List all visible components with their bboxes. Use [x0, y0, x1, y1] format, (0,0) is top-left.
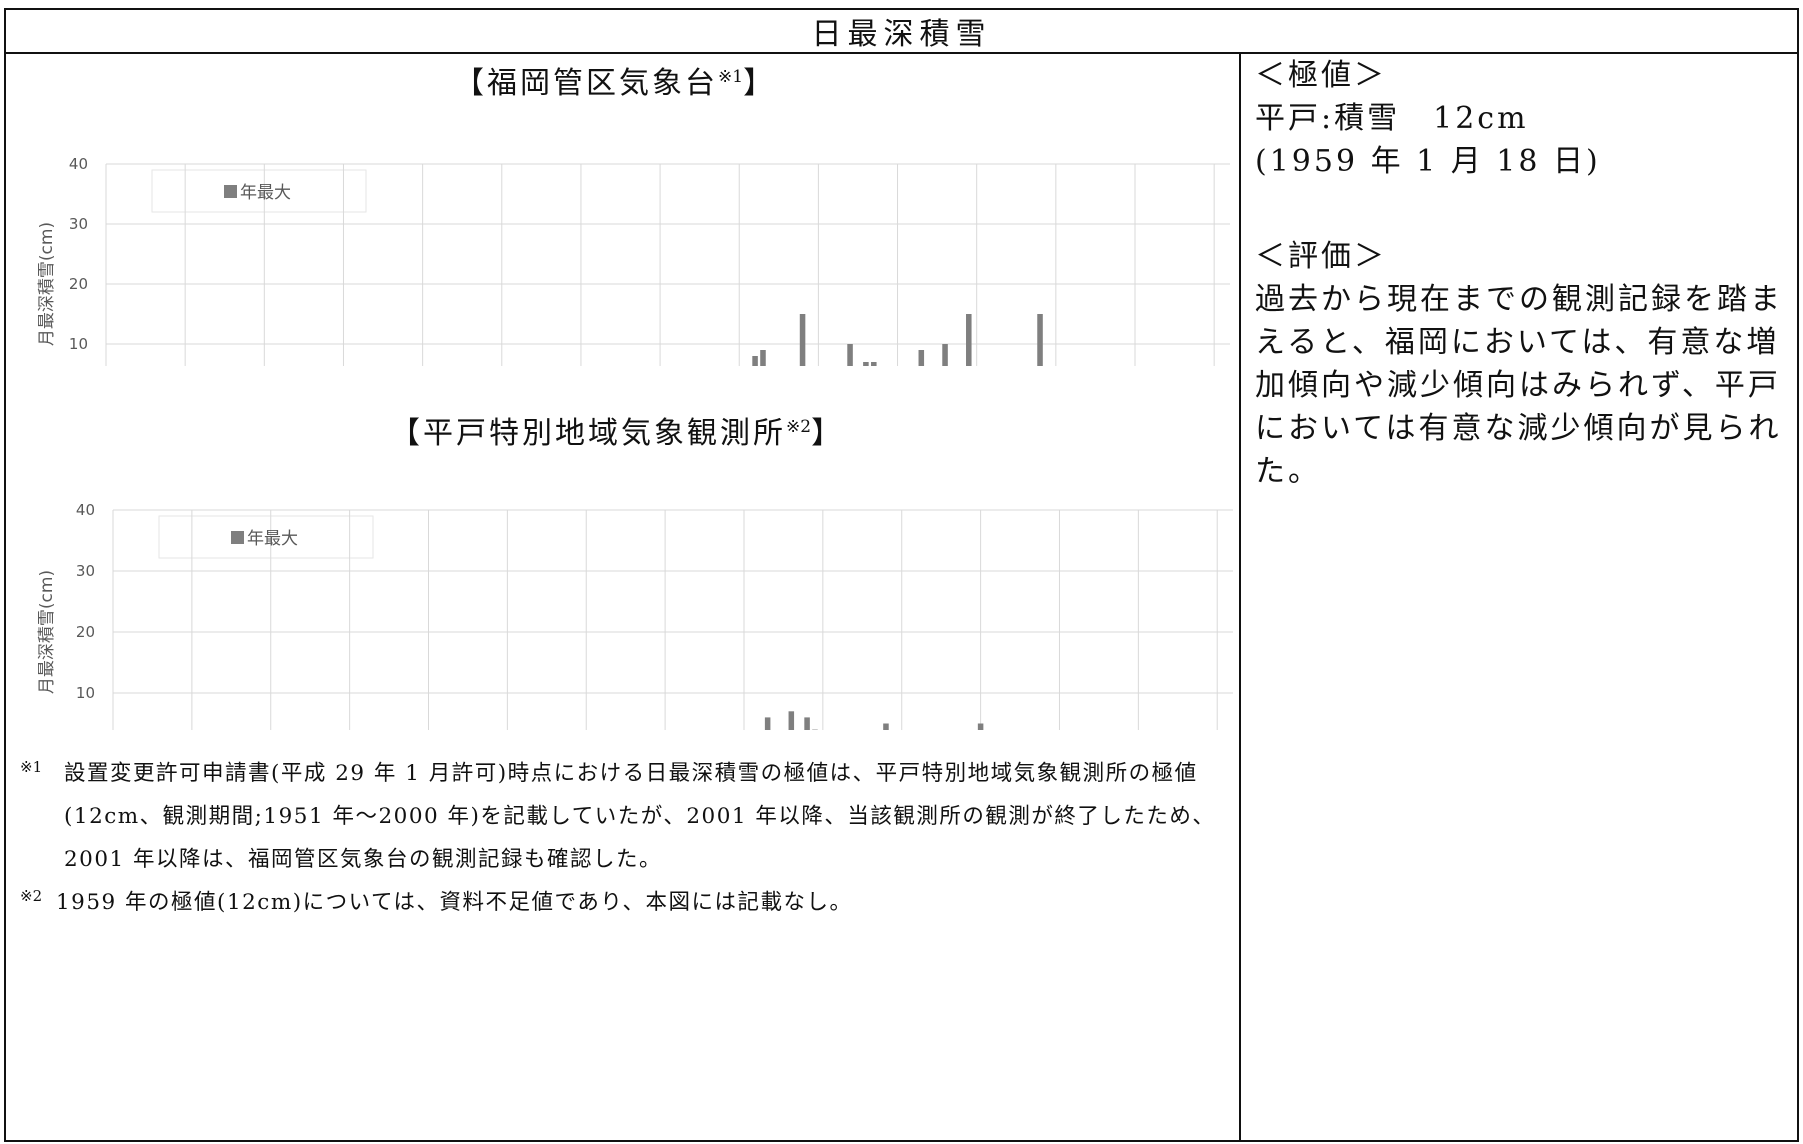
- hirado-bar-1978: [883, 723, 889, 730]
- fukuoka-bar-1974: [847, 344, 853, 366]
- fukuoka-legend-swatch: [224, 185, 237, 198]
- fukuoka-bar-1962: [752, 356, 758, 366]
- page-title: 日最深積雪: [6, 10, 1797, 54]
- fukuoka-bar-1998: [1037, 314, 1043, 366]
- fukuoka-y-axis-label: 月最深積雪(cm): [37, 222, 57, 346]
- hirado-bar-1968: [804, 717, 810, 730]
- footnotes: ※1 設置変更許可申請書(平成 29 年 1 月許可)時点における日最深積雪の極値…: [20, 752, 1230, 924]
- hirado-snow-chart: 0102030401880189019001910192019301940195…: [37, 501, 1233, 730]
- evaluation-text: 過去から現在までの観測記録を踏まえると、福岡においては、有意な増加傾向や減少傾向…: [1255, 282, 1783, 489]
- footnote-1: ※1 設置変更許可申請書(平成 29 年 1 月許可)時点における日最深積雪の極値…: [20, 752, 1230, 881]
- fukuoka-title-close: 】: [743, 66, 777, 101]
- right-panel: ＜極値＞ 平戸:積雪 12cm (1959 年 1 月 18 日) ＜評価＞ 過…: [1241, 54, 1797, 1142]
- fukuoka-bar-1976: [863, 362, 869, 366]
- footnote-2-text: 1959 年の極値(12cm)については、資料不足値であり、本図には記載なし。: [56, 890, 853, 915]
- fukuoka-bar-1983: [918, 350, 925, 366]
- fukuoka-legend-label: 年最大: [240, 183, 291, 203]
- extreme-heading: ＜極値＞: [1255, 58, 1387, 93]
- left-panel: 【福岡管区気象台※1】 0102030401880189019001910192…: [6, 54, 1239, 1142]
- fukuoka-title-text: 【福岡管区気象台: [454, 66, 718, 101]
- hirado-chart-title: 【平戸特別地域気象観測所※2】: [390, 408, 844, 452]
- hirado-bar-1963: [764, 717, 771, 730]
- fukuoka-bar-1989: [966, 314, 972, 366]
- hirado-y-axis-label: 月最深積雪(cm): [37, 570, 57, 694]
- hirado-title-footnote-mark: ※2: [786, 417, 812, 437]
- hirado-bar-1990: [977, 723, 984, 730]
- hirado-y-tick-label: 10: [76, 684, 95, 702]
- evaluation-heading: ＜評価＞: [1255, 239, 1387, 274]
- hirado-legend-box: [158, 515, 374, 559]
- hirado-title-text: 【平戸特別地域気象観測所: [390, 416, 786, 451]
- page-frame: 日最深積雪 【福岡管区気象台※1】 0102030401880189019001…: [4, 8, 1799, 1142]
- footnote-2: ※2 1959 年の極値(12cm)については、資料不足値であり、本図には記載なし…: [20, 881, 1230, 924]
- column-divider: [1239, 54, 1241, 1142]
- hirado-y-tick-label: 20: [76, 623, 95, 641]
- fukuoka-bar-1986: [942, 344, 948, 366]
- fukuoka-y-tick-label: 20: [69, 275, 88, 293]
- footnote-1-text: 設置変更許可申請書(平成 29 年 1 月許可)時点における日最深積雪の極値は、…: [64, 761, 1216, 872]
- fukuoka-snow-chart: 0102030401880189019001910192019301940195…: [37, 155, 1230, 366]
- fukuoka-legend-box: [151, 169, 367, 213]
- hirado-bar-1966: [788, 711, 795, 730]
- extreme-value: 平戸:積雪 12cm: [1255, 101, 1529, 136]
- fukuoka-bar-1963: [760, 350, 766, 366]
- fukuoka-bar-1968: [799, 314, 806, 366]
- fukuoka-y-tick-label: 30: [69, 215, 88, 233]
- fukuoka-chart-title: 【福岡管区気象台※1】: [454, 58, 776, 102]
- fukuoka-title-footnote-mark: ※1: [718, 67, 744, 87]
- footnote-2-mark: ※2: [20, 887, 43, 905]
- hirado-y-tick-label: 40: [76, 501, 95, 519]
- fukuoka-y-tick-label: 40: [69, 155, 88, 173]
- extreme-date: (1959 年 1 月 18 日): [1255, 144, 1601, 179]
- hirado-legend-swatch: [231, 531, 244, 544]
- fukuoka-bar-1977: [871, 362, 877, 366]
- fukuoka-y-tick-label: 10: [69, 335, 88, 353]
- footnote-1-mark: ※1: [20, 758, 43, 776]
- hirado-y-tick-label: 30: [76, 562, 95, 580]
- hirado-legend-label: 年最大: [247, 529, 298, 549]
- hirado-title-close: 】: [811, 416, 845, 451]
